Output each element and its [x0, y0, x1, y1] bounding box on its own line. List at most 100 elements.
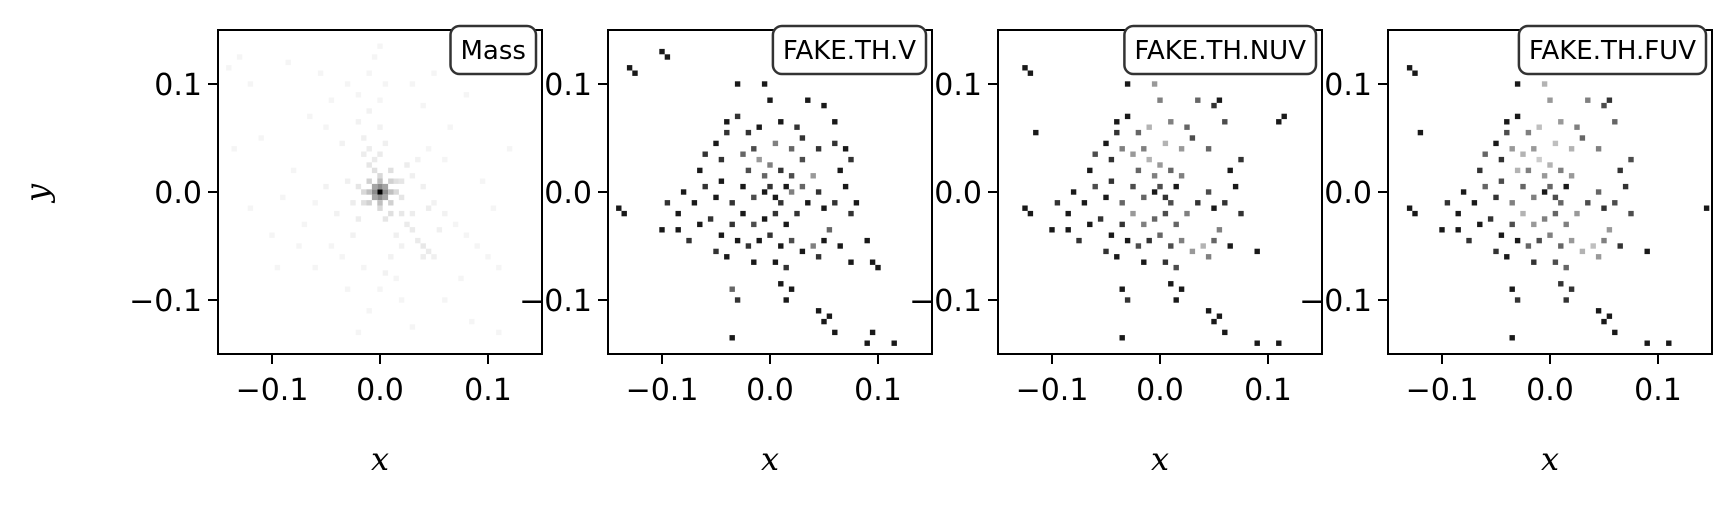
heatmap-cell: [366, 146, 372, 152]
heatmap-cell: [783, 297, 789, 303]
heatmap-cell: [1033, 129, 1039, 136]
heatmap-cell: [1130, 183, 1136, 190]
heatmap-cell: [832, 140, 838, 147]
heatmap-cell: [1606, 227, 1613, 233]
heatmap-cell: [436, 227, 443, 233]
y-tick-label: 0.0: [934, 176, 982, 211]
heatmap-cell: [1558, 200, 1564, 206]
heatmap-cell: [409, 227, 416, 233]
heatmap-cells: [1406, 65, 1710, 346]
heatmap-cell: [1628, 156, 1634, 163]
heatmap-cell: [783, 183, 789, 190]
heatmap-cell: [350, 232, 356, 238]
heatmap-cell: [339, 140, 345, 147]
heatmap-cell: [469, 318, 475, 325]
heatmap-cell: [339, 254, 345, 260]
heatmap-cell: [1027, 70, 1034, 76]
panel-title-box: FAKE.TH.NUV: [1123, 24, 1318, 76]
heatmap-cell: [350, 200, 356, 206]
heatmap-cell: [616, 205, 622, 211]
heatmap-cell: [1173, 297, 1179, 303]
x-tick-label: 0.1: [1634, 373, 1682, 408]
y-tick-label: 0.1: [934, 68, 982, 103]
heatmap-cell: [1124, 237, 1131, 244]
heatmap-cell: [1054, 200, 1061, 206]
heatmap-cell: [431, 200, 437, 206]
heatmap-cell: [1644, 248, 1650, 255]
heatmap-cell: [761, 173, 768, 179]
heatmap-cell: [431, 70, 437, 76]
heatmap-cell: [751, 146, 757, 152]
heatmap-cell: [1531, 221, 1537, 228]
heatmap-cell: [1168, 281, 1174, 287]
title-box-frame: [1123, 24, 1318, 76]
heatmap-cell: [1276, 119, 1282, 125]
heatmap-cell: [848, 156, 854, 163]
heatmap-cell: [1211, 102, 1217, 109]
heatmap-cell: [1585, 97, 1591, 103]
heatmap-cell: [783, 221, 789, 228]
heatmap-cell: [1514, 297, 1521, 303]
heatmap-cell: [1460, 189, 1467, 195]
heatmap-cell: [442, 297, 448, 303]
y-tick-label: 0.1: [1324, 68, 1372, 103]
heatmap-cell: [734, 81, 741, 87]
x-tick-label: 0.1: [464, 373, 512, 408]
heatmap-cell: [307, 113, 313, 120]
title-box-frame: [449, 24, 538, 76]
heatmap-cell: [659, 48, 665, 55]
heatmap-cell: [1568, 173, 1575, 179]
heatmap-cell: [463, 232, 470, 238]
heatmap-cell: [463, 92, 470, 98]
heatmap-cell: [1444, 200, 1451, 206]
heatmap-cell: [815, 254, 822, 260]
heatmap-cell: [729, 286, 735, 292]
heatmap-cell: [1531, 259, 1537, 265]
heatmap-cell: [1563, 264, 1569, 271]
heatmap-cell: [431, 254, 437, 260]
heatmap-cell: [388, 210, 394, 217]
y-tick-label: 0.1: [154, 68, 202, 103]
heatmap-cell: [1482, 183, 1488, 190]
heatmap-cell: [1216, 97, 1223, 103]
panel-title: FAKE.TH.FUV: [1529, 36, 1696, 66]
heatmap-cell: [1103, 248, 1109, 255]
heatmap-cell: [1168, 167, 1174, 174]
panel-4: −0.1 0.0 0.1 −0.1 0.0 0.1 x FAKE.TH.FUV: [1299, 24, 1713, 478]
heatmap-cell: [1574, 124, 1580, 130]
heatmap-cell: [317, 70, 324, 76]
heatmap-cell: [1595, 308, 1602, 314]
heatmap-cell: [1493, 248, 1499, 255]
heatmap-cell: [425, 205, 432, 211]
heatmap-cell: [355, 119, 362, 125]
panel-title: FAKE.TH.NUV: [1134, 36, 1306, 66]
heatmap-cell: [1628, 210, 1634, 217]
heatmap-cell: [1157, 183, 1163, 190]
heatmap-cell: [1612, 200, 1618, 206]
heatmap-cell: [447, 124, 453, 130]
heatmap-cells: [1022, 65, 1287, 346]
heatmap-cell: [420, 102, 426, 109]
heatmap-cell: [377, 178, 383, 184]
heatmap-cell: [377, 124, 383, 130]
heatmap-cell: [382, 140, 389, 147]
heatmap-cell: [1238, 156, 1244, 163]
heatmap-cell: [393, 232, 399, 238]
heatmap-cell: [236, 54, 243, 60]
heatmap-cell: [1455, 210, 1461, 217]
heatmap-cell: [729, 335, 735, 341]
heatmap-cell: [361, 200, 367, 206]
heatmap-cell: [1222, 329, 1228, 336]
heatmap-cell: [1178, 237, 1185, 244]
heatmap-cell: [1200, 243, 1206, 249]
heatmap-cell: [1595, 189, 1602, 195]
heatmap-cell: [1049, 227, 1055, 233]
heatmap-cell: [355, 216, 362, 222]
heatmap-cell: [772, 140, 779, 147]
heatmap-cell: [810, 243, 816, 249]
heatmap-cell: [724, 129, 730, 136]
heatmap-cell: [799, 183, 806, 190]
heatmap-cell: [869, 259, 876, 265]
heatmap-cell: [815, 189, 822, 195]
heatmap-cell: [621, 210, 627, 217]
